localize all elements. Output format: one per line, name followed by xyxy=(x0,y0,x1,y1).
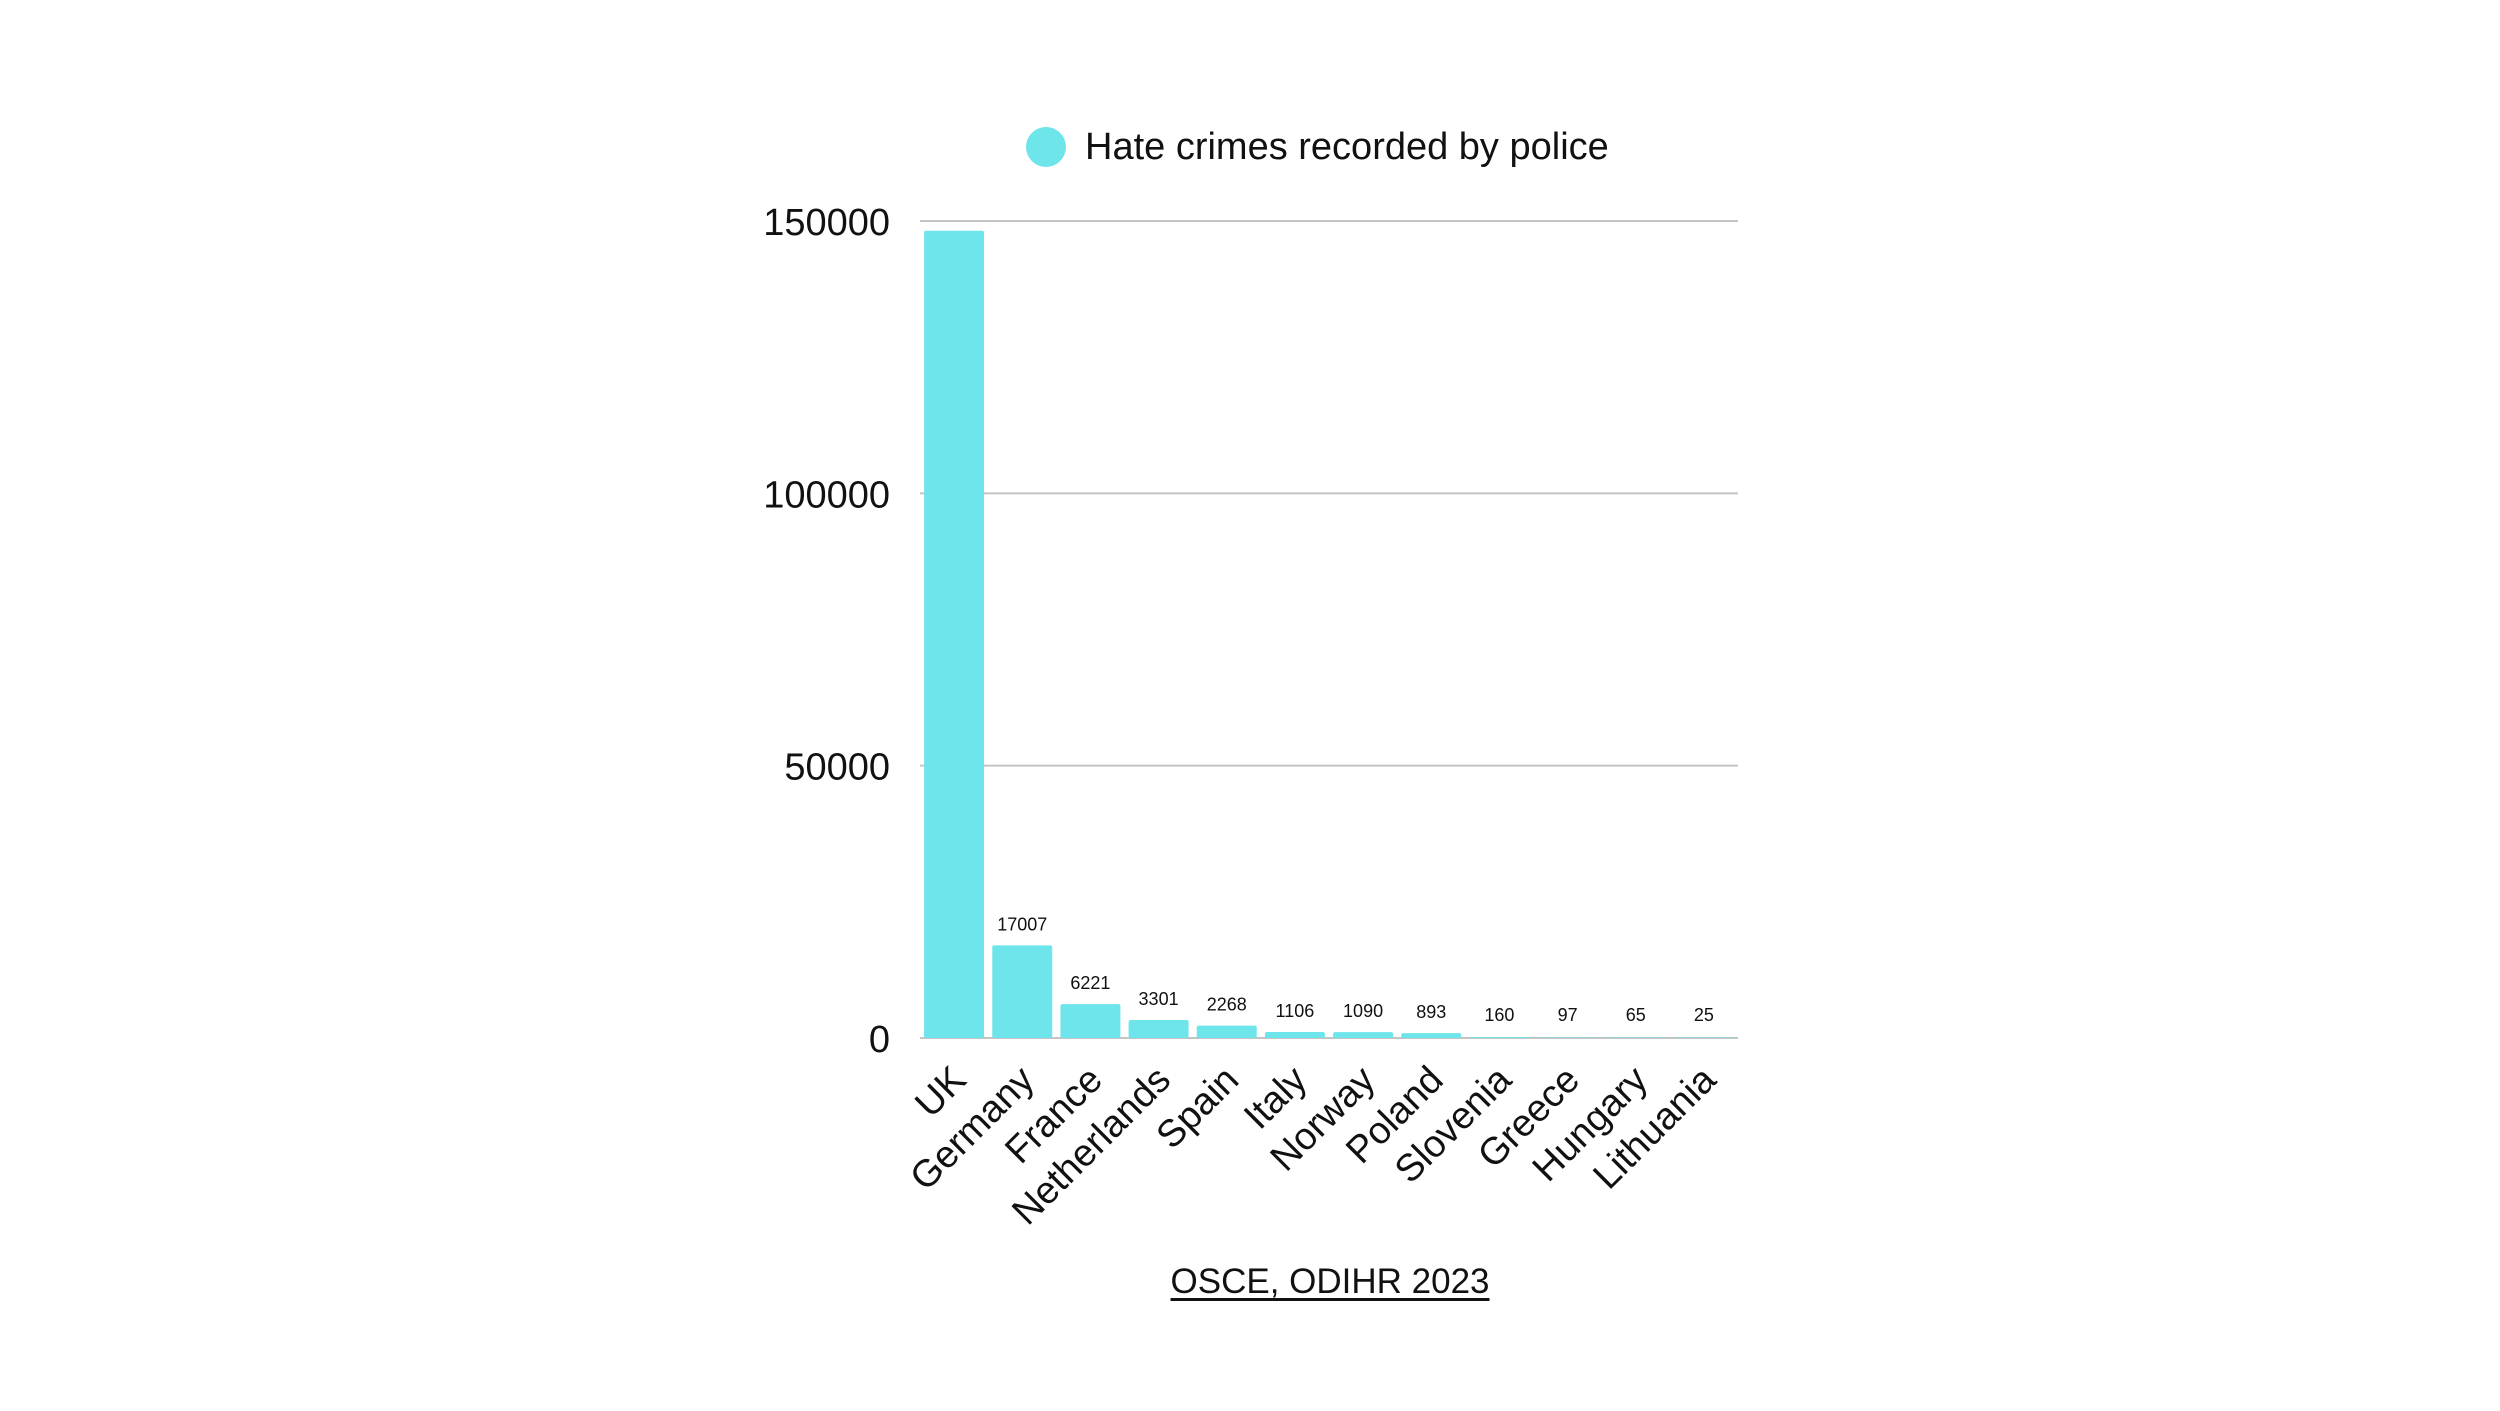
legend: Hate crimes recorded by police xyxy=(1026,126,1609,168)
legend-swatch xyxy=(1026,127,1066,167)
y-tick-label: 150000 xyxy=(763,202,890,244)
data-label: 6221 xyxy=(1070,973,1110,993)
source-link[interactable]: OSCE, ODIHR 2023 xyxy=(1170,1262,1490,1301)
bar xyxy=(1333,1032,1394,1038)
y-tick-label: 0 xyxy=(869,1019,890,1061)
data-label: 97 xyxy=(1558,1005,1578,1025)
y-axis-tick-labels: 0 50000 100000 150000 xyxy=(763,202,890,1061)
bar xyxy=(992,945,1053,1038)
bar xyxy=(1196,1025,1257,1038)
data-label: 1090 xyxy=(1343,1001,1383,1021)
data-label: 1106 xyxy=(1276,1001,1315,1021)
bar xyxy=(1469,1037,1530,1038)
bars xyxy=(924,230,1734,1038)
gridlines xyxy=(920,220,1738,1039)
y-tick-label: 100000 xyxy=(763,474,890,516)
y-tick-label: 50000 xyxy=(784,747,890,789)
bar xyxy=(1401,1033,1462,1038)
bar-data-labels: 17007 6221 3301 2268 1106 1090 893 160 97 65 25 xyxy=(997,914,1714,1025)
x-axis-tick-labels: UKGermanyFranceNetherlandsSpainItalyNorw… xyxy=(902,1058,1724,1233)
bar xyxy=(1673,1037,1734,1038)
bar xyxy=(1128,1020,1189,1038)
data-label: 17007 xyxy=(997,914,1047,934)
data-label: 2268 xyxy=(1207,995,1247,1015)
bar xyxy=(1060,1004,1121,1038)
bar xyxy=(1537,1037,1598,1038)
bar xyxy=(1605,1037,1666,1038)
data-label: 65 xyxy=(1626,1005,1646,1025)
data-label: 893 xyxy=(1416,1002,1446,1022)
bar xyxy=(1264,1031,1325,1038)
bar xyxy=(924,230,985,1038)
legend-label: Hate crimes recorded by police xyxy=(1085,126,1609,168)
data-label: 3301 xyxy=(1139,989,1179,1009)
data-label: 160 xyxy=(1484,1005,1514,1025)
data-label: 25 xyxy=(1694,1005,1714,1025)
